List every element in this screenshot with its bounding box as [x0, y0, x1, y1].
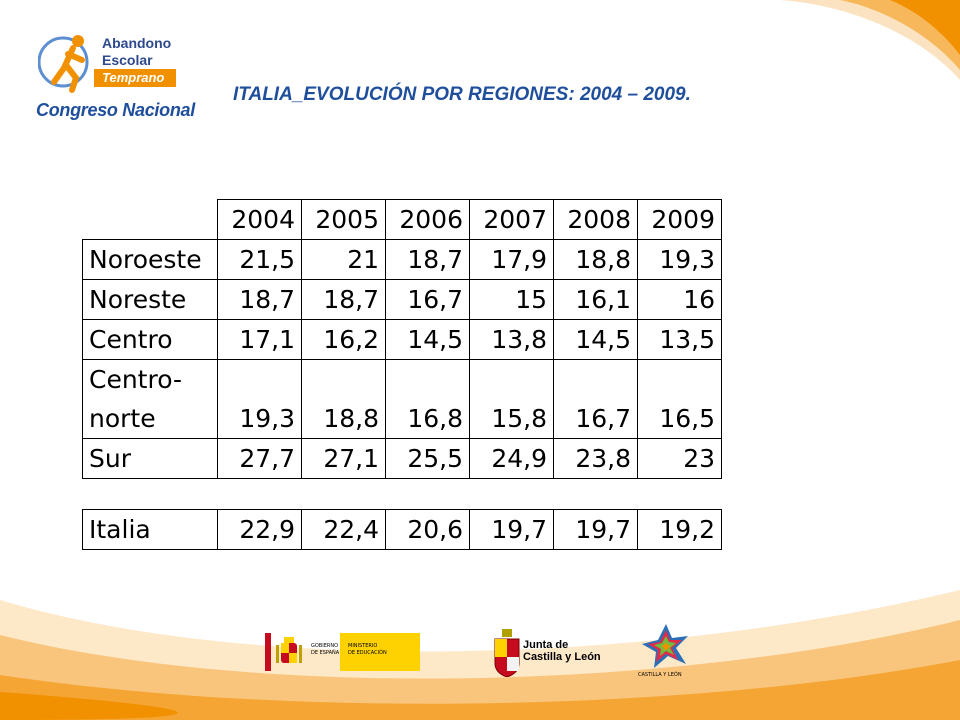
- table-cell: 19,2: [637, 509, 722, 550]
- gobierno-text-line2: DE ESPAÑA: [311, 650, 340, 656]
- table-cell: 18,7: [301, 279, 386, 320]
- table-cell: 23,8: [553, 438, 638, 479]
- empty-corner-cell: [83, 200, 218, 240]
- table-cell: 15,8: [469, 359, 554, 439]
- ministerio-panel: MINISTERIO DE EDUCACIÓN: [340, 633, 420, 671]
- table-cell: 16,8: [385, 359, 470, 439]
- gobierno-text-line1: GOBIERNO: [311, 643, 339, 649]
- table-cell: 27,7: [217, 438, 302, 479]
- table-cell: 20,6: [385, 509, 470, 550]
- table-cell: 13,8: [469, 319, 554, 360]
- table-row: Centro- norte 19,3 18,8 16,8 15,8 16,7 1…: [82, 359, 722, 439]
- table-cell: 22,4: [301, 509, 386, 550]
- region-label: Italia: [82, 509, 218, 550]
- table-cell: 18,8: [553, 239, 638, 280]
- table-row: Noreste 18,7 18,7 16,7 15 16,1 16: [82, 279, 722, 320]
- junta-text-line2: Castilla y León: [523, 651, 601, 663]
- table-cell: 18,8: [301, 359, 386, 439]
- table-cell: 19,3: [637, 239, 722, 280]
- italy-total-table: Italia 22,9 22,4 20,6 19,7 19,7 19,2: [82, 509, 722, 550]
- table-cell: 14,5: [385, 319, 470, 360]
- table-cell: 19,7: [469, 509, 554, 550]
- region-label-line2: norte: [89, 404, 156, 433]
- flag-stripe: [265, 633, 271, 671]
- castilla-y-leon-star-logo: CASTILLA Y LEÓN: [636, 624, 696, 682]
- bottom-swoosh: [0, 590, 960, 720]
- logo-text-congreso: Congreso Nacional: [36, 100, 195, 120]
- table-cell: 16,7: [553, 359, 638, 439]
- table-cell: 24,9: [469, 438, 554, 479]
- table-cell: 23: [637, 438, 722, 479]
- table-cell: 16: [637, 279, 722, 320]
- table-header-row: 2004 2005 2006 2007 2008 2009: [83, 199, 722, 240]
- table-cell: 16,5: [637, 359, 722, 439]
- junta-text: Junta de Castilla y León: [523, 639, 601, 663]
- table-cell: 13,5: [637, 319, 722, 360]
- region-label-line1: Centro-: [89, 365, 182, 394]
- table-cell: 19,7: [553, 509, 638, 550]
- table-cell: 16,1: [553, 279, 638, 320]
- ministerio-text-line2: DE EDUCACIÓN: [348, 650, 387, 656]
- region-label: Noreste: [82, 279, 218, 320]
- region-label: Noroeste: [82, 239, 218, 280]
- runner-figure-icon: [38, 35, 89, 93]
- table-cell: 21,5: [217, 239, 302, 280]
- castilla-leon-shield-icon: [494, 629, 520, 677]
- logo-text-abandono: Abandono: [102, 35, 172, 51]
- year-header: 2006: [385, 199, 470, 240]
- table-row: Noroeste 21,5 21 18,7 17,9 18,8 19,3: [82, 239, 722, 280]
- congress-logo: Abandono Escolar Temprano Congreso Nacio…: [34, 30, 195, 125]
- star-shape-icon: [642, 624, 688, 668]
- year-header: 2005: [301, 199, 386, 240]
- table-cell: 18,7: [385, 239, 470, 280]
- gobierno-de-espana-logo: GOBIERNO DE ESPAÑA MINISTERIO DE EDUCACI…: [265, 633, 420, 671]
- table-cell: 22,9: [217, 509, 302, 550]
- table-cell: 27,1: [301, 438, 386, 479]
- year-header: 2007: [469, 199, 554, 240]
- regions-table: 2004 2005 2006 2007 2008 2009 Noroeste 2…: [82, 199, 722, 479]
- table-cell: 19,3: [217, 359, 302, 439]
- year-header: 2004: [217, 199, 302, 240]
- coat-of-arms-icon: [276, 637, 302, 663]
- castilla-y-leon-label: CASTILLA Y LEÓN: [638, 672, 682, 678]
- logo-text-escolar: Escolar: [102, 52, 153, 68]
- year-header: 2008: [553, 199, 638, 240]
- table-cell: 17,1: [217, 319, 302, 360]
- table-cell: 16,7: [385, 279, 470, 320]
- region-label: Centro: [82, 319, 218, 360]
- table-cell: 17,9: [469, 239, 554, 280]
- table-cell: 25,5: [385, 438, 470, 479]
- ministerio-text-line1: MINISTERIO: [348, 643, 378, 649]
- table-cell: 21: [301, 239, 386, 280]
- junta-text-line1: Junta de: [523, 639, 569, 651]
- table-cell: 16,2: [301, 319, 386, 360]
- year-header: 2009: [637, 199, 722, 240]
- table-cell: 14,5: [553, 319, 638, 360]
- table-cell: 18,7: [217, 279, 302, 320]
- junta-castilla-leon-logo: Junta de Castilla y León: [493, 625, 601, 680]
- region-label: Centro- norte: [82, 359, 218, 439]
- top-right-swoosh: [780, 0, 960, 80]
- table-row: Italia 22,9 22,4 20,6 19,7 19,7 19,2: [82, 509, 722, 550]
- table-row: Centro 17,1 16,2 14,5 13,8 14,5 13,5: [82, 319, 722, 360]
- logo-text-temprano: Temprano: [94, 69, 177, 87]
- slide-title: ITALIA_EVOLUCIÓN POR REGIONES: 2004 – 20…: [233, 84, 691, 105]
- table-cell: 15: [469, 279, 554, 320]
- table-row: Sur 27,7 27,1 25,5 24,9 23,8 23: [82, 438, 722, 479]
- region-label: Sur: [82, 438, 218, 479]
